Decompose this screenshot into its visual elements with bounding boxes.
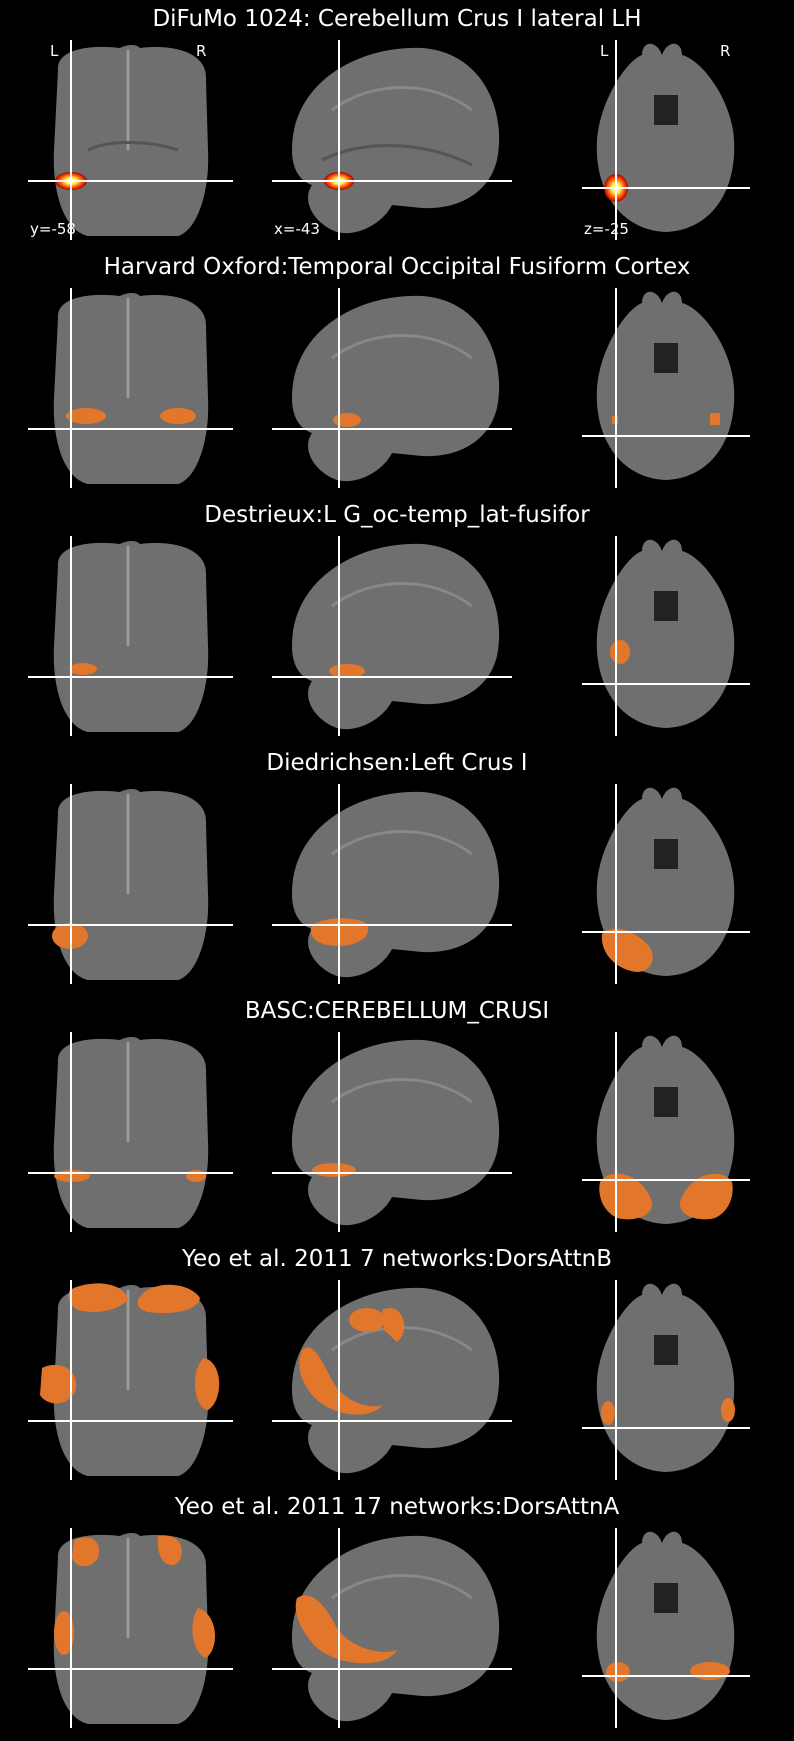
panel-title: Yeo et al. 2011 17 networks:DorsAttnA bbox=[174, 1494, 620, 1520]
panel-title: Yeo et al. 2011 7 networks:DorsAttnB bbox=[182, 1246, 612, 1272]
panel-destrieux: Destrieux:L G_oc-temp_lat-fusifor bbox=[0, 496, 794, 744]
axial-coordinate: z=-25 bbox=[584, 220, 629, 238]
axial-view bbox=[582, 784, 750, 984]
panel-diedrichsen: Diedrichsen:Left Crus I bbox=[0, 744, 794, 992]
panel-title: DiFuMo 1024: Cerebellum Crus I lateral L… bbox=[152, 6, 642, 32]
panel-basc: BASC:CEREBELLUM_CRUSI bbox=[0, 992, 794, 1240]
sagittal-view bbox=[272, 1280, 512, 1480]
axial-view bbox=[582, 288, 750, 488]
coronal-view bbox=[28, 1032, 233, 1232]
sagittal-coordinate: x=-43 bbox=[274, 220, 320, 238]
sagittal-view bbox=[272, 536, 512, 736]
right-label: R bbox=[196, 42, 207, 60]
sagittal-view bbox=[272, 1528, 512, 1728]
panel-difumo: DiFuMo 1024: Cerebellum Crus I lateral L… bbox=[0, 0, 794, 248]
coronal-view bbox=[28, 288, 233, 488]
panel-title: BASC:CEREBELLUM_CRUSI bbox=[244, 998, 550, 1024]
axial-view: L R z=-25 bbox=[582, 40, 750, 240]
panel-yeo-17: Yeo et al. 2011 17 networks:DorsAttnA bbox=[0, 1488, 794, 1736]
right-label: R bbox=[720, 42, 731, 60]
sagittal-view bbox=[272, 784, 512, 984]
coronal-view: L R y=-58 bbox=[28, 40, 233, 240]
coronal-coordinate: y=-58 bbox=[30, 220, 76, 238]
axial-view bbox=[582, 536, 750, 736]
panel-harvard-oxford: Harvard Oxford:Temporal Occipital Fusifo… bbox=[0, 248, 794, 496]
coronal-view bbox=[28, 784, 233, 984]
sagittal-view bbox=[272, 288, 512, 488]
axial-view bbox=[582, 1280, 750, 1480]
axial-view bbox=[582, 1032, 750, 1232]
sagittal-view: x=-43 bbox=[272, 40, 512, 240]
coronal-view bbox=[28, 1528, 233, 1728]
sagittal-view bbox=[272, 1032, 512, 1232]
panel-title: Diedrichsen:Left Crus I bbox=[266, 750, 528, 776]
coronal-view bbox=[28, 1280, 233, 1480]
axial-view bbox=[582, 1528, 750, 1728]
panel-title: Harvard Oxford:Temporal Occipital Fusifo… bbox=[103, 254, 691, 280]
panel-yeo-7: Yeo et al. 2011 7 networks:DorsAttnB bbox=[0, 1240, 794, 1488]
left-label: L bbox=[600, 42, 609, 60]
coronal-view bbox=[28, 536, 233, 736]
panel-title: Destrieux:L G_oc-temp_lat-fusifor bbox=[204, 502, 590, 528]
left-label: L bbox=[50, 42, 59, 60]
